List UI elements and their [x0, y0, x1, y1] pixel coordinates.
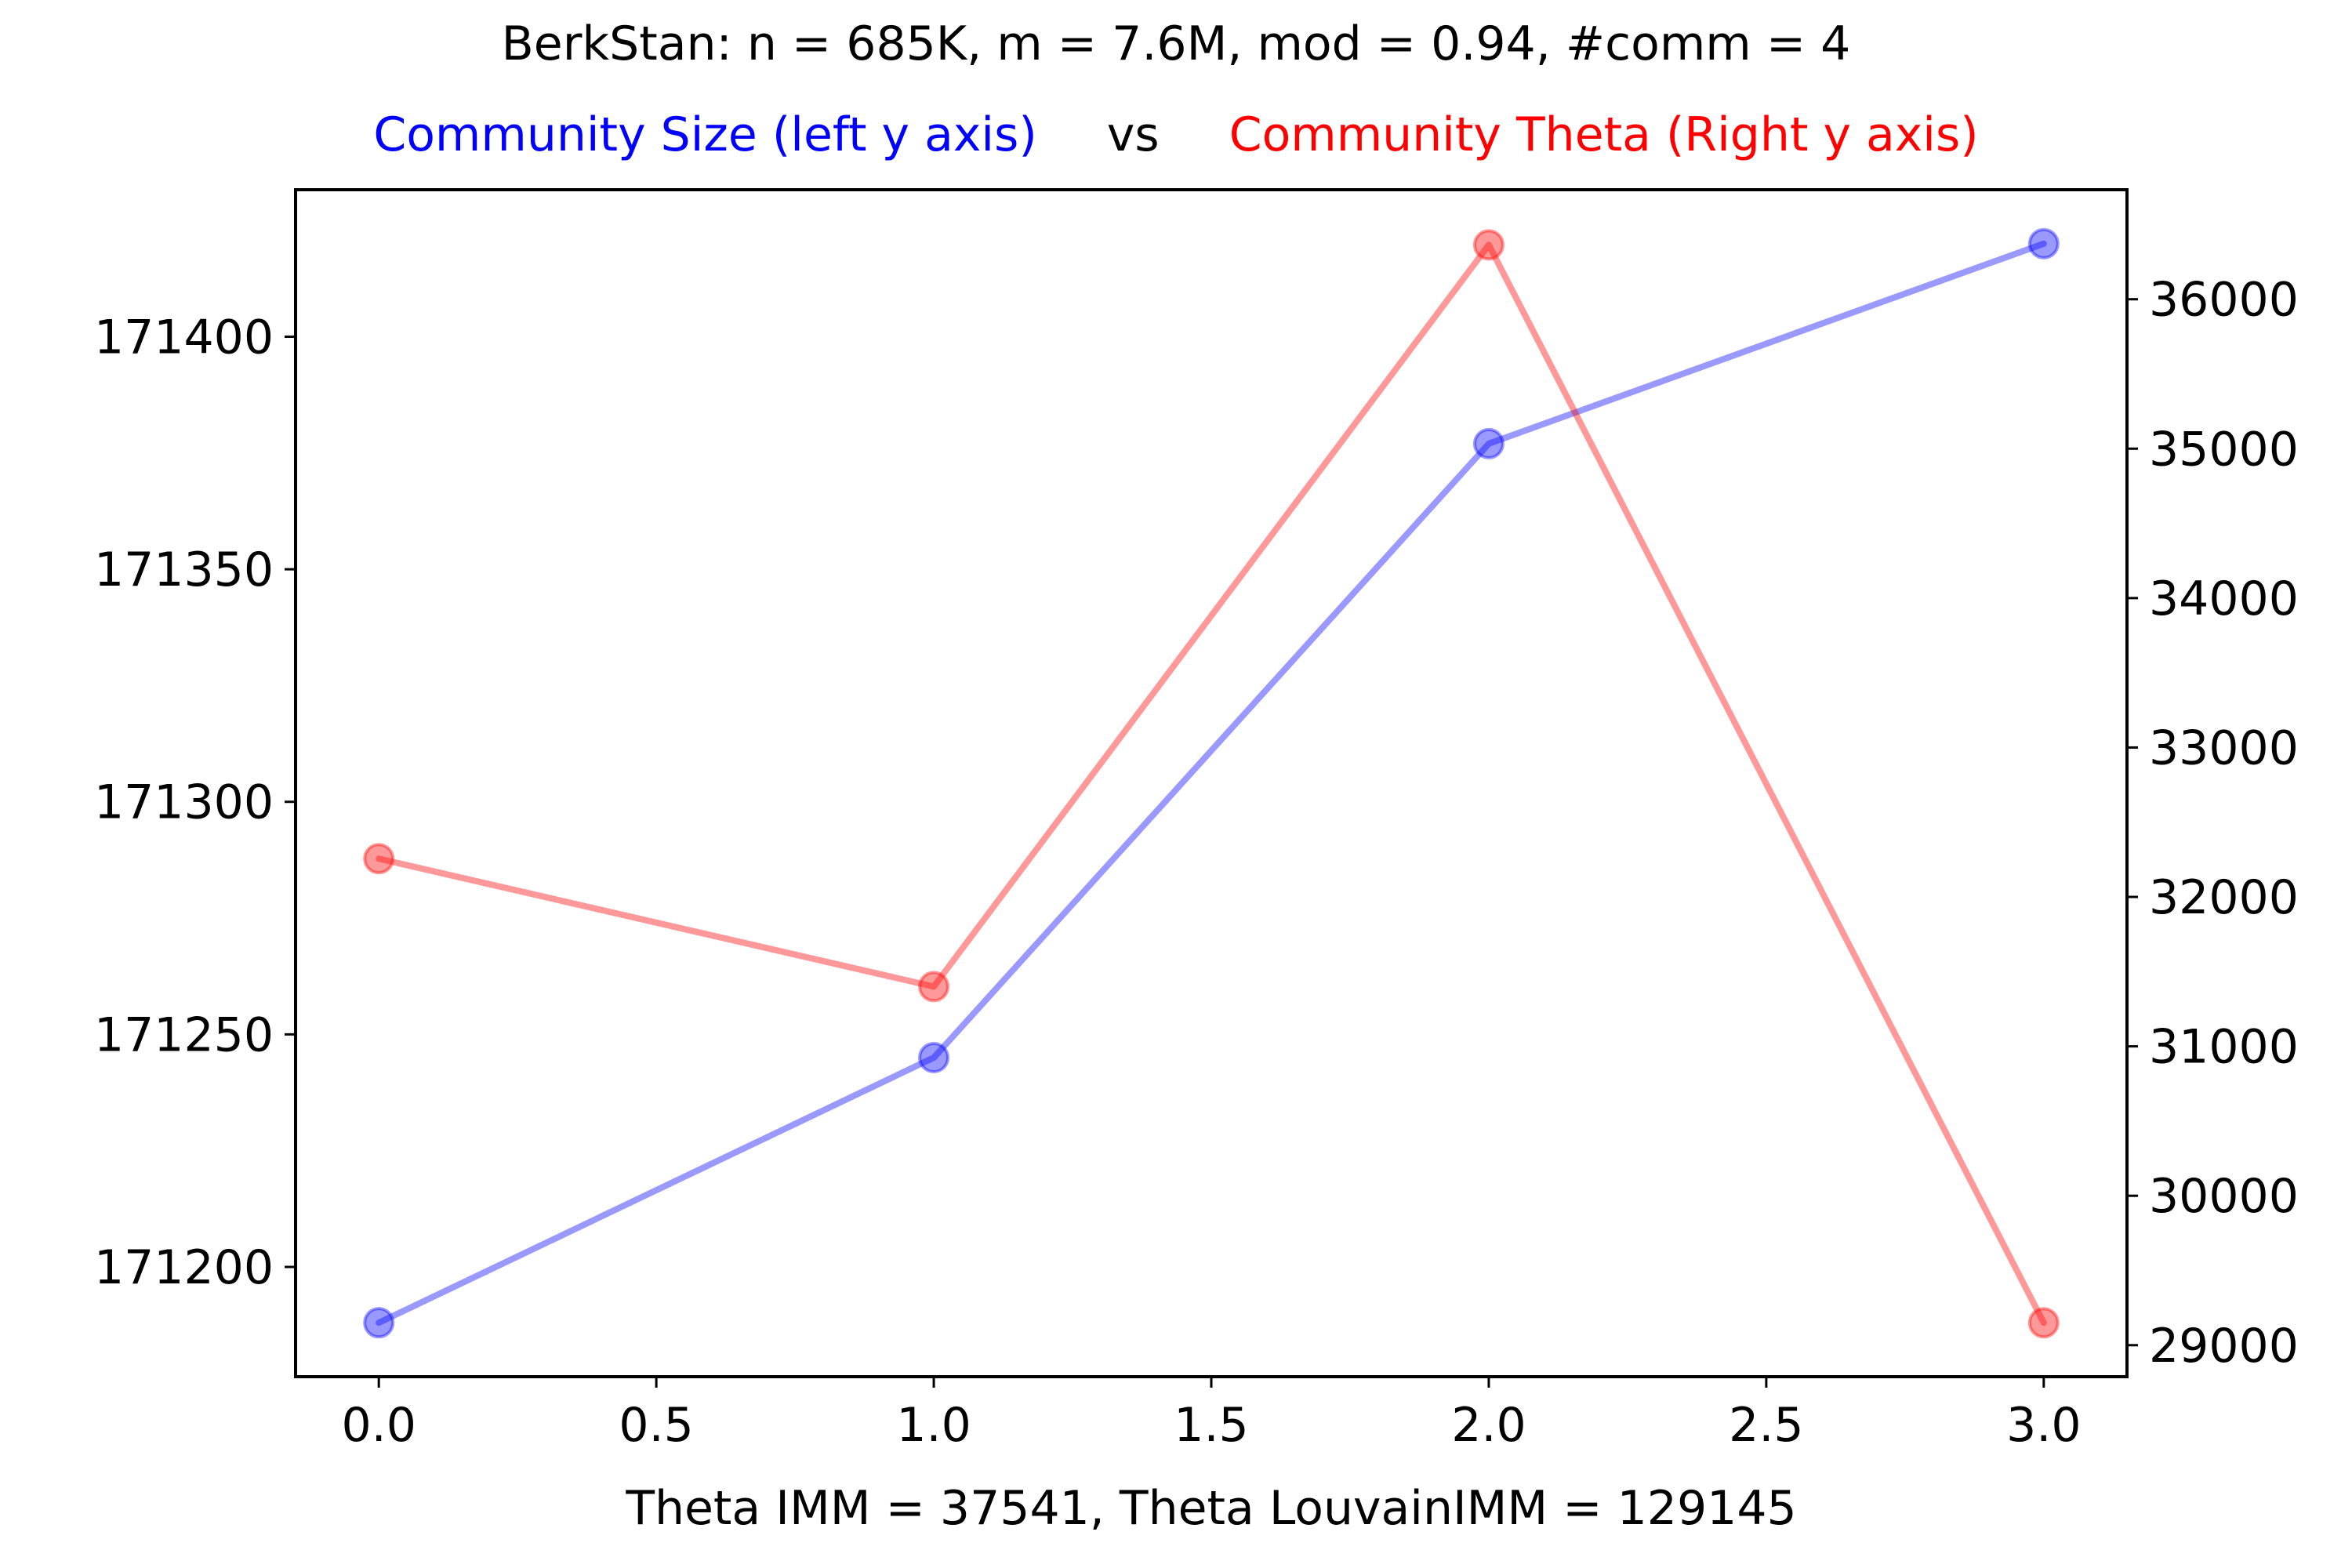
community-size-series-point: [1472, 427, 1504, 459]
right-y-tick-label: 32000: [2149, 870, 2299, 925]
x-tick-label: 2.0: [1451, 1398, 1526, 1453]
x-tick-label: 0.5: [619, 1398, 693, 1453]
community-theta-series-point: [363, 843, 395, 875]
left-y-tick-label: 171350: [94, 543, 274, 597]
right-y-tick-label: 30000: [2149, 1169, 2299, 1224]
community-theta-series-point: [2027, 1307, 2060, 1339]
left-y-axis-ticks: 171200 171250 171300 171350 171400: [94, 310, 296, 1295]
chart-subtitle: Community Size (left y axis) vs Communit…: [373, 107, 1978, 162]
community-theta-series-point: [918, 971, 950, 1003]
x-tick-label: 2.5: [1729, 1398, 1803, 1453]
x-tick-label: 3.0: [2006, 1398, 2081, 1453]
right-y-tick-label: 31000: [2149, 1020, 2299, 1075]
community-size-series-line: [376, 240, 2047, 1327]
series-layer: [363, 227, 2060, 1339]
x-axis-label: Theta IMM = 37541, Theta LouvainIMM = 12…: [625, 1481, 1796, 1536]
subtitle-middle: vs: [1107, 107, 1160, 162]
subtitle-left: Community Size (left y axis): [373, 107, 1036, 162]
chart-title: BerkStan: n = 685K, m = 7.6M, mod = 0.94…: [502, 16, 1851, 71]
right-y-tick-label: 36000: [2149, 273, 2299, 328]
community-size-series-point: [918, 1042, 950, 1074]
plot-frame: [294, 188, 2129, 1378]
community-size-series-point: [363, 1307, 395, 1339]
x-axis-ticks: 0.0 0.5 1.0 1.5 2.0 2.5 3.0: [341, 1377, 2082, 1453]
right-y-tick-label: 33000: [2149, 720, 2299, 775]
community-theta-series-line: [376, 241, 2047, 1327]
left-y-tick-label: 171200: [94, 1240, 274, 1295]
community-size-series-point: [2027, 227, 2060, 260]
subtitle-right: Community Theta (Right y axis): [1229, 107, 1979, 162]
right-y-tick-label: 35000: [2149, 422, 2299, 477]
left-y-tick-label: 171300: [94, 775, 274, 830]
left-y-tick-label: 171250: [94, 1007, 274, 1062]
x-tick-label: 1.0: [896, 1398, 971, 1453]
left-y-tick-label: 171400: [94, 310, 274, 365]
right-y-axis-ticks: 29000 30000 31000 32000 33000 34000 35000 36000: [2127, 273, 2299, 1374]
community-theta-series-point: [1472, 229, 1504, 261]
x-tick-label: 1.5: [1174, 1398, 1248, 1453]
right-y-tick-label: 34000: [2149, 572, 2299, 626]
right-y-tick-label: 29000: [2149, 1319, 2299, 1374]
x-tick-label: 0.0: [341, 1398, 416, 1453]
